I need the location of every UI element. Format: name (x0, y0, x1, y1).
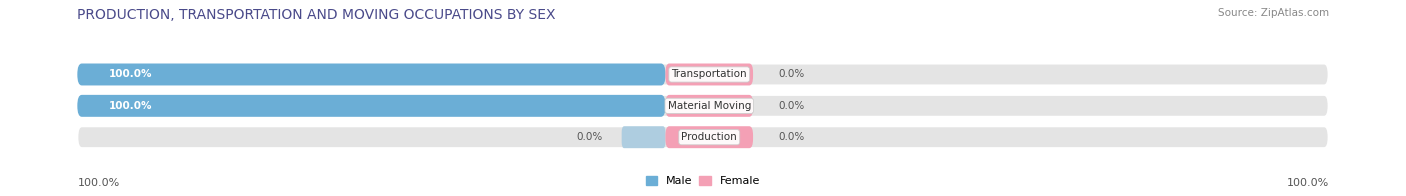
FancyBboxPatch shape (665, 64, 754, 85)
Text: 100.0%: 100.0% (108, 69, 152, 80)
Text: PRODUCTION, TRANSPORTATION AND MOVING OCCUPATIONS BY SEX: PRODUCTION, TRANSPORTATION AND MOVING OC… (77, 8, 555, 22)
Text: Production: Production (682, 132, 737, 142)
Text: Source: ZipAtlas.com: Source: ZipAtlas.com (1218, 8, 1329, 18)
Text: 0.0%: 0.0% (778, 132, 804, 142)
FancyBboxPatch shape (77, 95, 1329, 117)
FancyBboxPatch shape (665, 95, 754, 117)
FancyBboxPatch shape (77, 64, 665, 85)
Text: 100.0%: 100.0% (1286, 178, 1329, 188)
FancyBboxPatch shape (77, 64, 1329, 85)
FancyBboxPatch shape (77, 95, 665, 117)
FancyBboxPatch shape (77, 126, 1329, 148)
Text: 0.0%: 0.0% (778, 101, 804, 111)
Text: 100.0%: 100.0% (77, 178, 120, 188)
Text: Material Moving: Material Moving (668, 101, 751, 111)
Legend: Male, Female: Male, Female (644, 174, 762, 189)
FancyBboxPatch shape (665, 126, 754, 148)
FancyBboxPatch shape (621, 126, 665, 148)
Text: Transportation: Transportation (672, 69, 747, 80)
Text: 100.0%: 100.0% (108, 101, 152, 111)
Text: 0.0%: 0.0% (576, 132, 603, 142)
Text: 0.0%: 0.0% (778, 69, 804, 80)
